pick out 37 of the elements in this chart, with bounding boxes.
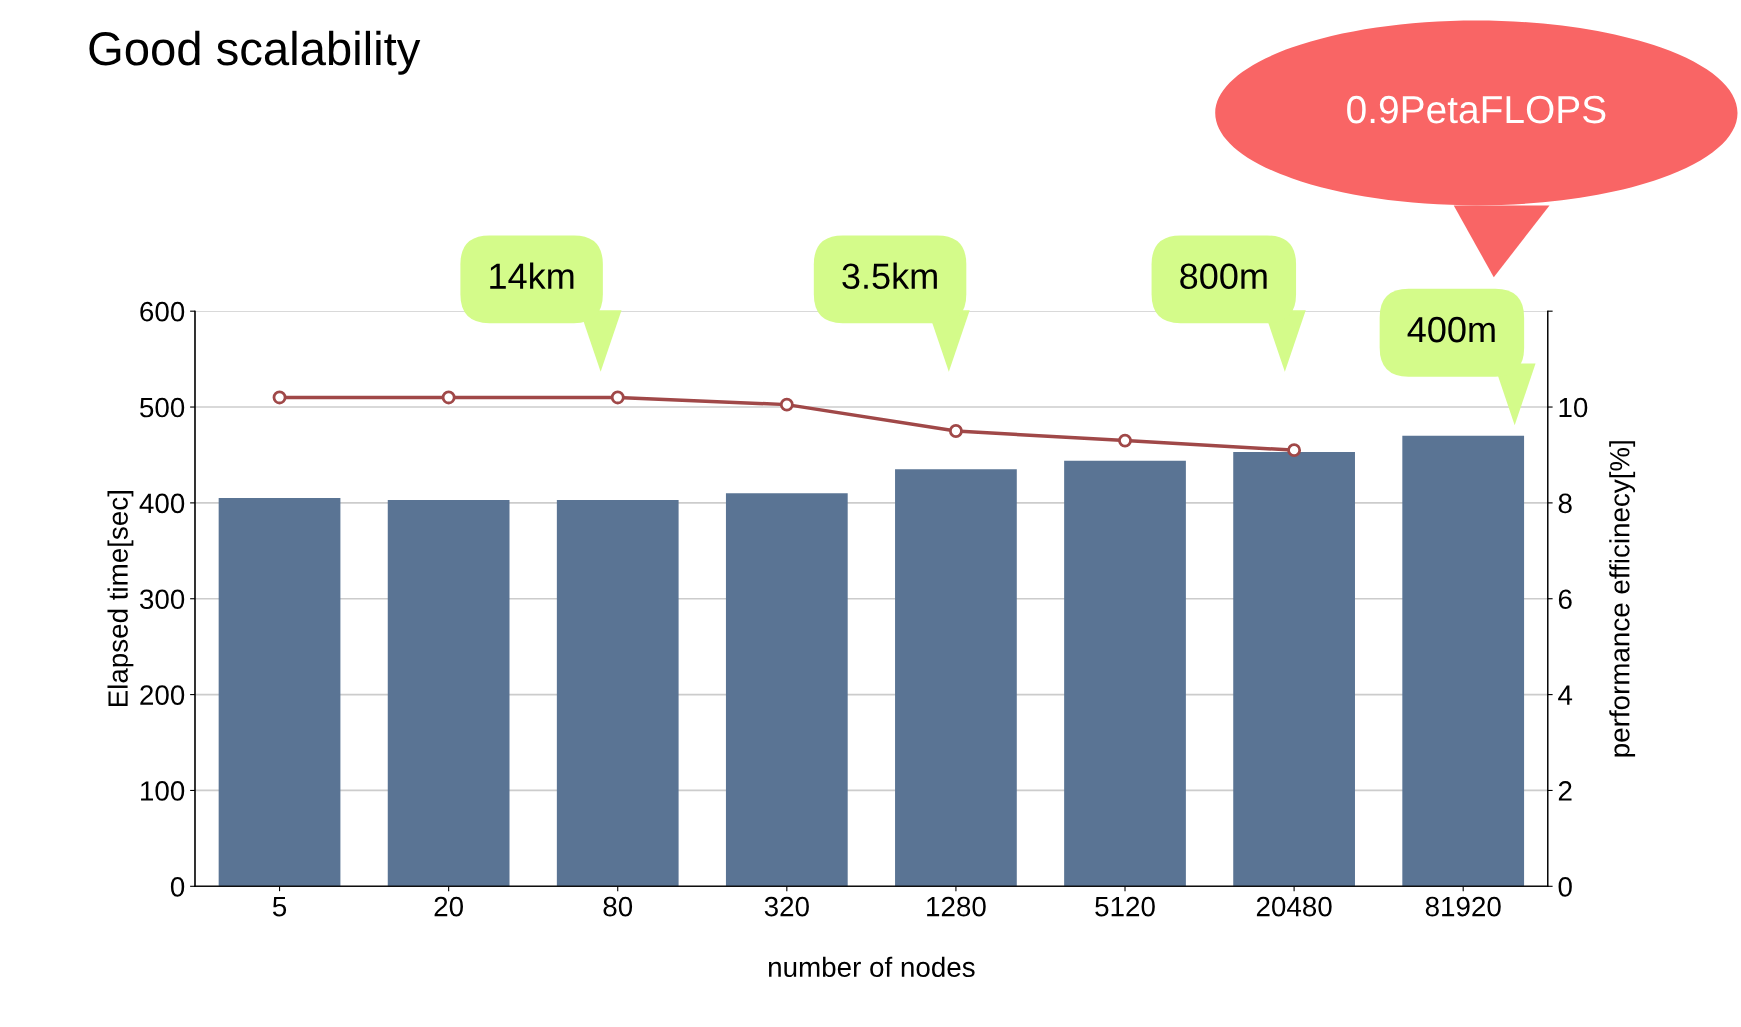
x-tick-label: 320: [764, 896, 809, 917]
point: [948, 424, 963, 438]
y-tick-label: 100: [141, 781, 185, 801]
text: 800m: [1180, 263, 1267, 290]
point: [272, 390, 287, 405]
y-tick-label: 500: [140, 397, 185, 418]
y-tick-label: 600: [140, 301, 185, 322]
y2-tick-label: 2: [1558, 781, 1572, 801]
chart-title: Good scalability: [89, 30, 421, 75]
y2-tick-label: 10: [1559, 397, 1588, 418]
y2-tick-label: 0: [1558, 876, 1572, 897]
text: 3.5km: [842, 262, 937, 290]
x-tick-label: 5: [272, 897, 287, 917]
x-tick-label: 20480: [1256, 896, 1332, 917]
text: 14km: [490, 262, 574, 289]
y2-axis-title: performance efficinecy[%]: [1609, 441, 1636, 757]
x-tick-label: 81920: [1425, 896, 1501, 917]
point: [1118, 433, 1132, 448]
x-tick-label: 1280: [927, 896, 986, 917]
y-tick-label: 300: [139, 589, 185, 610]
text: 0.9PetaFLOPS: [1347, 95, 1606, 124]
x-axis-title: number of nodes: [768, 956, 975, 978]
point: [610, 390, 625, 405]
y2-tick-label: 4: [1558, 685, 1573, 705]
point: [779, 397, 794, 412]
x-tick-label: 80: [603, 896, 633, 917]
y2-tick-label: 6: [1558, 589, 1572, 610]
y2-tick-label: 8: [1558, 493, 1572, 514]
annotation: 400m: [1407, 316, 1495, 343]
y-tick-label: 200: [140, 685, 185, 705]
x-tick-label: 20: [434, 896, 463, 917]
point: [441, 390, 456, 405]
y-axis-title: Elapsed time[sec]: [107, 491, 134, 707]
y-tick-label: 400: [139, 493, 185, 514]
x-tick-label: 5120: [1095, 896, 1155, 917]
y-tick-label: 0: [170, 876, 185, 897]
point: [1287, 443, 1302, 458]
